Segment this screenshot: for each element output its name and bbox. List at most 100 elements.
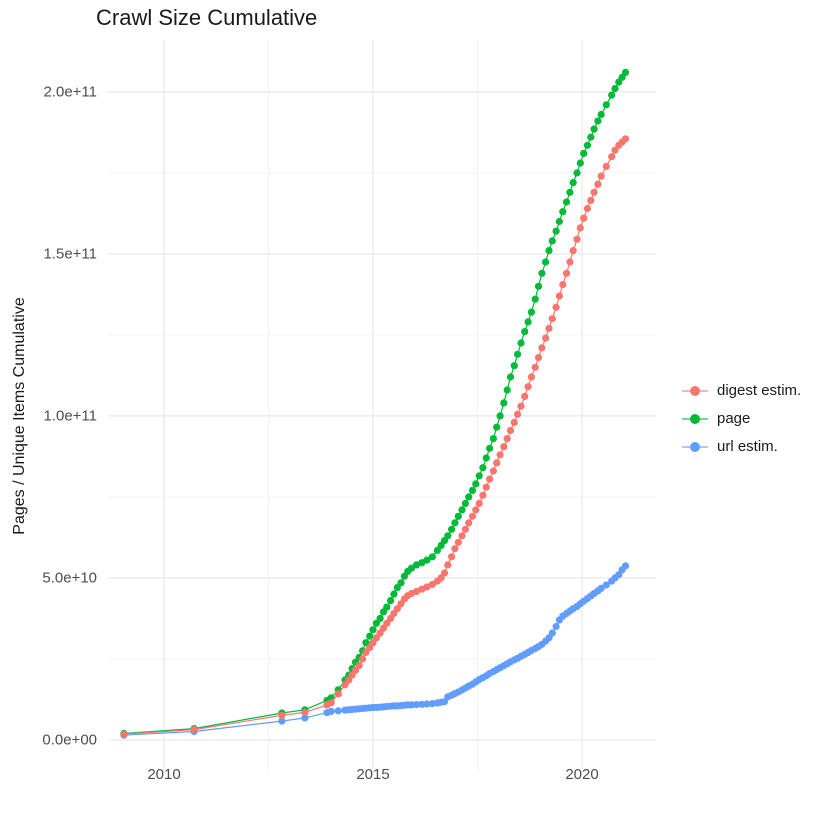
data-point — [440, 569, 449, 577]
data-point — [366, 632, 374, 640]
data-point — [538, 344, 546, 352]
data-point — [534, 354, 543, 362]
data-point — [573, 169, 581, 177]
data-point — [451, 519, 459, 527]
data-point — [493, 423, 501, 431]
data-point — [503, 386, 511, 394]
data-point — [496, 451, 504, 459]
data-point — [393, 605, 401, 613]
data-point — [482, 454, 490, 462]
data-point — [428, 553, 436, 561]
data-point — [334, 690, 342, 698]
data-point — [369, 626, 377, 634]
data-point — [552, 622, 560, 631]
data-point — [555, 292, 564, 300]
data-point — [621, 68, 630, 76]
data-point — [472, 480, 480, 488]
data-point — [334, 707, 342, 715]
data-point — [486, 475, 494, 483]
data-point — [472, 506, 480, 514]
data-point — [590, 188, 598, 196]
data-point — [559, 281, 567, 289]
data-point — [562, 198, 571, 206]
data-point — [448, 525, 456, 533]
data-point — [412, 701, 421, 709]
data-point — [475, 499, 483, 507]
data-point — [465, 519, 473, 527]
y-tick-label: 1.0e+11 — [43, 407, 97, 425]
legend-label: url estim. — [717, 438, 778, 455]
data-point — [587, 133, 595, 141]
data-point — [569, 247, 577, 255]
data-point — [545, 324, 553, 332]
data-point — [583, 204, 592, 213]
series-url-estim — [120, 562, 630, 739]
data-point — [383, 619, 391, 627]
data-point — [468, 512, 477, 520]
data-point — [506, 373, 515, 381]
data-point — [611, 146, 619, 154]
data-point — [548, 315, 556, 323]
data-point — [444, 561, 452, 569]
data-point — [482, 483, 490, 491]
data-point — [552, 303, 560, 311]
data-point — [597, 172, 605, 180]
data-point — [423, 700, 431, 708]
grid-minor — [108, 40, 656, 772]
data-point — [489, 467, 497, 475]
data-point — [608, 153, 616, 161]
data-point — [500, 399, 508, 407]
data-point — [602, 581, 610, 589]
y-tick-label: 5.0e+10 — [42, 569, 97, 587]
data-point — [521, 328, 529, 336]
data-point — [524, 318, 532, 326]
data-point — [538, 269, 546, 277]
data-point — [545, 247, 553, 255]
data-point — [510, 418, 518, 426]
data-point — [566, 258, 574, 266]
data-point — [514, 410, 522, 418]
data-point — [594, 180, 602, 188]
data-point — [503, 435, 511, 443]
data-point — [351, 666, 360, 674]
data-point — [608, 91, 616, 99]
chart-title: Crawl Size Cumulative — [96, 5, 318, 30]
data-point — [594, 117, 602, 125]
data-point — [548, 237, 556, 245]
data-point — [468, 486, 477, 494]
data-point — [359, 655, 367, 663]
data-point — [475, 472, 483, 480]
legend: digest estim. page url estim. — [682, 381, 801, 456]
data-point — [597, 584, 605, 592]
data-point — [583, 141, 592, 149]
data-point — [461, 499, 469, 507]
data-point — [590, 125, 598, 133]
data-point — [524, 383, 532, 391]
data-point — [496, 412, 504, 420]
data-point — [444, 532, 452, 540]
data-point — [327, 699, 335, 707]
data-point — [510, 362, 518, 370]
data-point — [362, 648, 370, 657]
data-point — [580, 149, 588, 157]
data-point — [514, 350, 522, 358]
legend-key-icon — [682, 413, 708, 424]
data-point — [479, 491, 487, 499]
data-point — [454, 538, 462, 546]
legend-label: digest estim. — [717, 382, 802, 399]
data-point — [542, 258, 550, 266]
data-point — [548, 629, 556, 637]
data-point — [602, 101, 610, 109]
x-tick-label: 2015 — [356, 766, 390, 783]
data-point — [621, 562, 630, 570]
legend-key-icon — [682, 385, 708, 396]
data-point — [341, 681, 349, 689]
data-point — [611, 85, 619, 93]
data-point — [327, 707, 335, 716]
data-point — [451, 545, 459, 553]
data-point — [566, 188, 574, 196]
legend-key-icon — [682, 441, 708, 452]
data-point — [621, 135, 630, 143]
data-point — [423, 583, 431, 591]
